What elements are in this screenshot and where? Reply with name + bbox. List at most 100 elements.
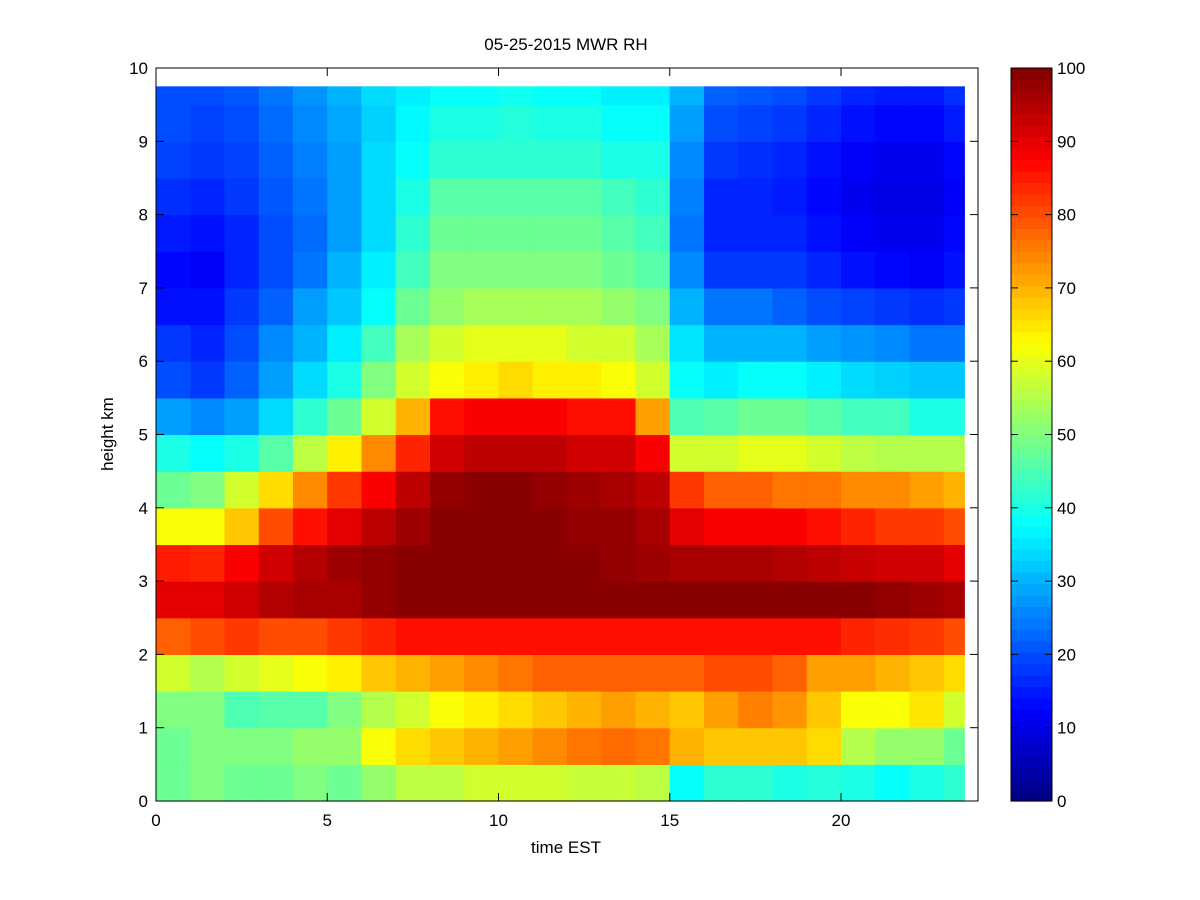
heatmap-cell (909, 397, 945, 436)
heatmap-cell (943, 251, 965, 289)
heatmap-cell (293, 727, 328, 765)
heatmap-cell (156, 361, 191, 399)
heatmap-cell (395, 654, 431, 692)
heatmap-cell (258, 177, 294, 216)
heatmap-cell (327, 214, 363, 252)
heatmap-cell (601, 361, 637, 399)
colorbar-segment (1011, 216, 1052, 229)
heatmap-cell (224, 287, 260, 326)
colorbar-segment (1011, 766, 1052, 779)
heatmap-cell (635, 324, 671, 362)
heatmap-cell (772, 214, 808, 252)
y-axis-ticks: 0 1 2 3 4 5 6 7 8 9 10 (129, 59, 978, 811)
heatmap-cell (772, 434, 808, 472)
x-axis-ticks: 0 5 10 15 20 (151, 68, 850, 830)
heatmap-cell (190, 544, 226, 582)
heatmap-cell (258, 691, 294, 729)
heatmap-cell (806, 287, 842, 326)
heatmap-cell (293, 507, 328, 546)
heatmap-cell (361, 507, 397, 546)
heatmap-cell (258, 471, 294, 509)
heatmap-cell (327, 691, 363, 729)
heatmap-cell (738, 507, 774, 546)
heatmap-cell (704, 177, 739, 216)
heatmap-cell (395, 507, 431, 546)
heatmap-cell (875, 324, 911, 362)
heatmap-cell (841, 544, 876, 582)
colorbar-segment (1011, 686, 1052, 699)
y-tick-label: 6 (139, 352, 148, 371)
heatmap-cell (704, 141, 739, 179)
heatmap-cell (806, 361, 842, 399)
heatmap-cell (156, 214, 191, 252)
heatmap-cell (669, 86, 705, 106)
heatmap-cell (190, 507, 226, 546)
heatmap-cell (669, 361, 705, 399)
heatmap-cell (909, 104, 945, 142)
heatmap-cell (430, 324, 465, 362)
colorbar-segment (1011, 377, 1052, 390)
heatmap-cell (498, 434, 534, 472)
heatmap-cell (943, 177, 965, 216)
heatmap-cell (772, 764, 808, 802)
heatmap-cell (567, 617, 602, 655)
heatmap-cell (327, 544, 363, 582)
heatmap-cell (224, 177, 260, 216)
colorbar-segment (1011, 90, 1052, 103)
heatmap-cell (909, 86, 945, 106)
y-tick-label: 2 (139, 645, 148, 664)
heatmap-cell (224, 581, 260, 619)
heatmap-cell (635, 177, 671, 216)
heatmap-cell (498, 617, 534, 655)
heatmap-cell (258, 251, 294, 289)
heatmap-cell (704, 544, 739, 582)
heatmap-cell (224, 251, 260, 289)
colorbar-segment (1011, 755, 1052, 768)
heatmap-cell (635, 617, 671, 655)
heatmap-cell (430, 764, 465, 802)
heatmap-cell (738, 86, 774, 106)
x-tick-label: 15 (660, 811, 679, 830)
heatmap-cell (567, 361, 602, 399)
heatmap-cell (772, 141, 808, 179)
heatmap-cell (498, 214, 534, 252)
heatmap-cell (395, 727, 431, 765)
x-tick-label: 20 (832, 811, 851, 830)
heatmap-cell (532, 251, 568, 289)
heatmap-cell (738, 287, 774, 326)
heatmap-cell (704, 214, 739, 252)
heatmap-cell (361, 214, 397, 252)
heatmap-cell (258, 141, 294, 179)
heatmap-cell (601, 141, 637, 179)
heatmap-cell (156, 177, 191, 216)
heatmap-cell (224, 617, 260, 655)
heatmap-cell (875, 691, 911, 729)
heatmap-cell (430, 434, 465, 472)
heatmap-cell (156, 507, 191, 546)
heatmap-cell (430, 141, 465, 179)
colorbar-segment (1011, 182, 1052, 195)
colorbar-segment (1011, 720, 1052, 733)
heatmap-cell (327, 287, 363, 326)
heatmap-cell (293, 104, 328, 142)
colorbar-tick-label: 80 (1057, 206, 1076, 225)
heatmap-cell (806, 104, 842, 142)
heatmap-cell (532, 544, 568, 582)
heatmap-cell (293, 397, 328, 436)
heatmap-cell (224, 104, 260, 142)
heatmap-cell (841, 581, 876, 619)
heatmap-cell (943, 617, 965, 655)
heatmap-cell (258, 654, 294, 692)
heatmap-cell (669, 581, 705, 619)
heatmap-cell (806, 324, 842, 362)
heatmap-cell (532, 764, 568, 802)
heatmap-cell (464, 654, 500, 692)
colorbar-segment (1011, 400, 1052, 413)
colorbar-segment (1011, 503, 1052, 516)
heatmap-cell (532, 104, 568, 142)
colorbar-segment (1011, 136, 1052, 149)
heatmap-cell (464, 214, 500, 252)
heatmap-cell (361, 691, 397, 729)
heatmap-cell (943, 544, 965, 582)
heatmap-cell (567, 727, 602, 765)
